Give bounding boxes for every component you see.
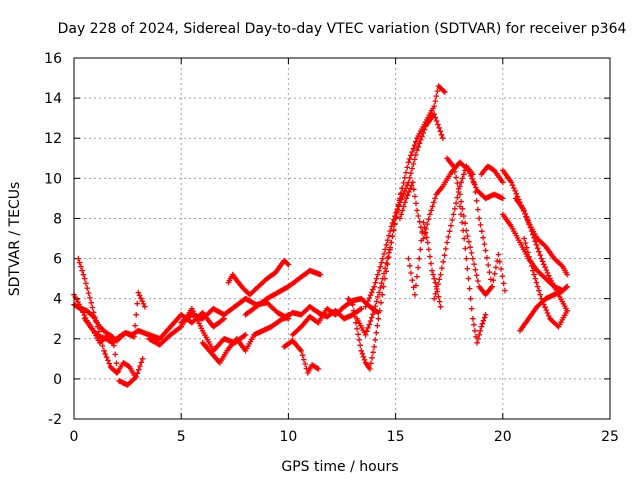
point-markers <box>397 159 506 242</box>
x-tick-label: 5 <box>177 429 186 445</box>
y-tick-label: 0 <box>53 372 62 388</box>
y-tick-label: 4 <box>53 292 62 308</box>
point-markers <box>81 289 148 346</box>
grid-lines <box>74 58 610 419</box>
x-axis-label: GPS time / hours <box>281 459 398 475</box>
series-arc-11 <box>281 303 365 322</box>
series-arc-17 <box>397 159 506 242</box>
point-markers <box>242 267 324 318</box>
data-points <box>71 83 570 388</box>
plot-frame <box>73 57 611 420</box>
y-axis-label: SDTVAR / TECUs <box>7 182 23 297</box>
series-arc-8 <box>199 311 292 366</box>
point-markers <box>431 163 495 302</box>
series-arc-9 <box>225 257 292 298</box>
axes: 0 5 10 15 20 25 -2 0 2 4 6 8 10 12 14 16 <box>44 51 619 445</box>
x-tick-label: 20 <box>494 429 512 445</box>
x-tick-label: 0 <box>70 429 79 445</box>
point-markers <box>362 111 446 310</box>
point-markers <box>521 235 570 330</box>
y-tick-label: 6 <box>53 252 62 268</box>
y-tick-label: -2 <box>48 412 62 428</box>
series-arc-20 <box>444 155 508 298</box>
series-arc-16 <box>362 111 446 310</box>
point-markers <box>281 338 322 376</box>
series-arc-26 <box>521 235 570 330</box>
point-markers <box>478 163 506 186</box>
series-arc-10 <box>242 267 324 318</box>
x-tick-label: 25 <box>601 429 619 445</box>
series-arc-19 <box>431 163 495 302</box>
y-tick-label: 2 <box>53 332 62 348</box>
series-arc-27 <box>517 283 570 334</box>
y-tick-label: 10 <box>44 171 62 187</box>
point-markers <box>457 203 489 346</box>
point-markers <box>225 257 292 298</box>
point-markers <box>199 311 292 366</box>
y-tick-label: 12 <box>44 131 62 147</box>
point-markers <box>444 155 508 298</box>
series-arc-25 <box>512 195 570 314</box>
point-markers <box>512 195 570 314</box>
point-markers <box>517 283 570 334</box>
y-tick-label: 16 <box>44 51 62 67</box>
chart-title: Day 228 of 2024, Sidereal Day-to-day VTE… <box>58 21 627 37</box>
series-arc-21 <box>457 203 489 346</box>
series-arc-4 <box>81 289 148 346</box>
series-arc-12 <box>281 338 322 376</box>
point-markers <box>281 303 365 322</box>
x-tick-label: 10 <box>279 429 297 445</box>
series-arc-22 <box>478 163 506 186</box>
y-tick-label: 8 <box>53 211 62 227</box>
y-tick-label: 14 <box>44 91 62 107</box>
x-tick-label: 15 <box>387 429 405 445</box>
